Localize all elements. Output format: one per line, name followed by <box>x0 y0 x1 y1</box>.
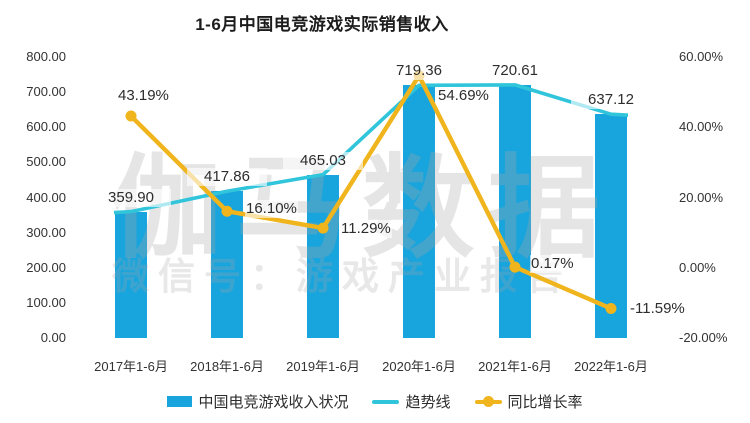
bar-value-label: 719.36 <box>379 62 459 81</box>
bar-value-label: 359.90 <box>91 188 171 207</box>
left-axis-tick: 600.00 <box>26 119 66 135</box>
right-axis-tick: 20.00% <box>679 189 724 205</box>
left-axis-tick: 100.00 <box>26 294 66 310</box>
bar-value-label: 637.12 <box>571 91 651 110</box>
legend: 中国电竞游戏收入状况 趋势线 同比增长率 <box>0 391 750 412</box>
x-axis-label: 2017年1-6月 <box>94 359 168 374</box>
growth-value-label: 54.69% <box>437 86 490 105</box>
growth-value-label: 43.19% <box>117 87 170 106</box>
chart-title: 1-6月中国电竞游戏实际销售收入 <box>195 15 449 34</box>
legend-item-trend: 趋势线 <box>372 391 451 412</box>
growth-value-label: -11.59% <box>629 300 686 319</box>
growth-line-swatch-icon <box>474 396 502 407</box>
growth-value-label: 0.17% <box>530 255 575 274</box>
left-axis-tick: 200.00 <box>26 259 66 275</box>
x-axis-label: 2021年1-6月 <box>478 359 552 374</box>
bar-value-label: 417.86 <box>187 168 267 187</box>
growth-line <box>129 73 612 311</box>
growth-value-label: 11.29% <box>340 220 392 239</box>
bar-value-label: 465.03 <box>283 151 363 170</box>
legend-label-growth: 同比增长率 <box>507 394 583 411</box>
growth-point-marker <box>605 302 617 314</box>
left-axis-tick: 800.00 <box>26 49 66 64</box>
left-axis-tick: 400.00 <box>26 189 66 205</box>
revenue-bar <box>403 85 435 338</box>
left-axis-tick: 700.00 <box>26 84 66 100</box>
revenue-bar <box>499 84 531 338</box>
x-axis-label: 2022年1-6月 <box>574 359 648 374</box>
left-axis-tick: 0.00 <box>40 330 66 345</box>
left-axis-tick: 500.00 <box>26 154 66 170</box>
left-axis-tick: 300.00 <box>26 224 66 240</box>
trend-line <box>113 83 629 215</box>
legend-item-revenue: 中国电竞游戏收入状况 <box>167 391 348 412</box>
bar-value-label: 720.61 <box>475 61 555 80</box>
right-axis-tick: 40.00% <box>679 119 724 135</box>
revenue-bar <box>307 174 339 338</box>
legend-item-growth: 同比增长率 <box>474 391 583 412</box>
growth-point-marker <box>317 222 329 234</box>
growth-point-marker <box>221 205 233 217</box>
growth-point-marker <box>125 110 137 122</box>
revenue-bar <box>595 114 627 338</box>
right-axis-tick: -20.00% <box>679 330 728 345</box>
bar-swatch-icon <box>167 396 193 407</box>
x-axis-label: 2019年1-6月 <box>286 359 360 374</box>
revenue-bar <box>115 211 147 338</box>
growth-value-label: 16.10% <box>245 200 298 219</box>
x-axis-label: 2020年1-6月 <box>382 359 456 374</box>
x-axis-label: 2018年1-6月 <box>190 359 264 374</box>
legend-label-trend: 趋势线 <box>405 394 451 411</box>
right-axis-tick: 0.00% <box>679 259 716 275</box>
right-axis-tick: 60.00% <box>679 49 724 64</box>
growth-dot-icon <box>482 396 494 407</box>
legend-label-revenue: 中国电竞游戏收入状况 <box>198 394 349 411</box>
growth-point-marker <box>509 261 521 273</box>
trend-line-swatch-icon <box>372 399 400 404</box>
